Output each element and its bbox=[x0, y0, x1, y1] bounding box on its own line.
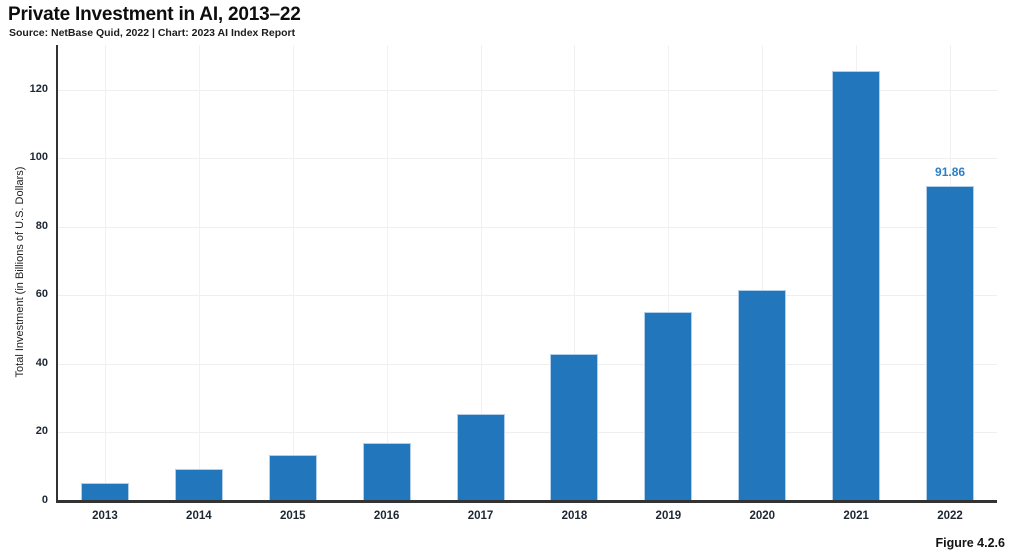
bar-2021 bbox=[832, 71, 881, 501]
x-tick-label-2013: 2013 bbox=[92, 510, 118, 522]
bar-2019 bbox=[644, 312, 693, 501]
h-gridline-60 bbox=[58, 295, 997, 297]
y-tick-label-100: 100 bbox=[29, 151, 48, 164]
v-gridline-2018 bbox=[574, 45, 576, 501]
bar-2020 bbox=[738, 290, 787, 501]
y-tick-label-20: 20 bbox=[35, 425, 48, 438]
figure-label: Figure 4.2.6 bbox=[935, 536, 1005, 550]
chart-title: Private Investment in AI, 2013–22 bbox=[8, 4, 301, 25]
h-gridline-100 bbox=[58, 158, 997, 160]
v-gridline-2014 bbox=[198, 45, 200, 501]
x-tick-label-2019: 2019 bbox=[655, 510, 682, 522]
v-gridline-2019 bbox=[668, 45, 670, 501]
y-tick-label-0: 0 bbox=[41, 494, 48, 506]
x-tick-label-2014: 2014 bbox=[186, 510, 212, 522]
x-tick-label-2018: 2018 bbox=[561, 510, 588, 522]
bar-2022 bbox=[926, 186, 975, 501]
v-gridline-2016 bbox=[386, 45, 388, 501]
v-gridline-2015 bbox=[292, 45, 294, 501]
plot-area bbox=[58, 45, 997, 501]
y-tick-label-60: 60 bbox=[35, 288, 48, 301]
x-tick-label-2017: 2017 bbox=[467, 510, 494, 522]
h-gridline-120 bbox=[58, 89, 997, 91]
x-tick-label-2021: 2021 bbox=[843, 510, 869, 522]
bar-2015 bbox=[268, 455, 317, 501]
h-gridline-80 bbox=[58, 226, 997, 228]
y-tick-label-120: 120 bbox=[29, 82, 48, 95]
bar-2017 bbox=[456, 413, 505, 501]
bar-2013 bbox=[80, 482, 129, 501]
chart-subtitle: Source: NetBase Quid, 2022 | Chart: 2023… bbox=[9, 27, 296, 39]
v-gridline-2017 bbox=[480, 45, 482, 501]
y-axis-line bbox=[56, 45, 58, 502]
v-gridline-2013 bbox=[104, 45, 106, 501]
x-tick-label-2022: 2022 bbox=[937, 510, 963, 522]
value-label-2022: 91.86 bbox=[935, 165, 966, 180]
bar-2018 bbox=[550, 353, 599, 501]
y-axis-label: Total Investment (in Billions of U.S. Do… bbox=[14, 166, 26, 378]
x-tick-label-2015: 2015 bbox=[279, 510, 306, 522]
bar-2014 bbox=[174, 468, 223, 501]
x-tick-label-2020: 2020 bbox=[749, 510, 776, 522]
v-gridline-2020 bbox=[762, 45, 764, 501]
x-tick-label-2016: 2016 bbox=[373, 510, 400, 522]
x-axis-line bbox=[56, 500, 997, 503]
bar-2016 bbox=[362, 442, 411, 501]
h-gridline-20 bbox=[58, 432, 997, 434]
h-gridline-40 bbox=[58, 363, 997, 365]
y-tick-label-80: 80 bbox=[35, 219, 48, 232]
y-tick-label-40: 40 bbox=[35, 356, 48, 369]
